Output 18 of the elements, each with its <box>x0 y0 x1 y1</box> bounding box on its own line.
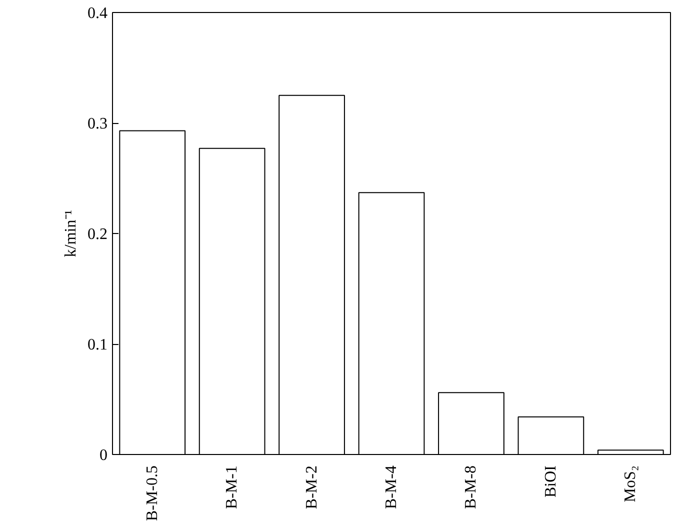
y-tick-label: 0.4 <box>88 5 108 22</box>
x-tick-label: B-M-2 <box>303 465 320 510</box>
x-tick-label: B-M-8 <box>462 465 480 510</box>
y-axis-title: k/min⁻¹ <box>62 210 80 258</box>
x-tick-label: B-M-1 <box>224 465 241 510</box>
y-tick-label: 0 <box>100 447 108 464</box>
bar <box>358 192 425 454</box>
bar <box>518 416 584 454</box>
x-tick-label: MoS₂ <box>622 466 640 502</box>
bar <box>198 148 266 454</box>
y-tick-label: 0.1 <box>88 336 108 354</box>
y-tick-label: 0.3 <box>88 116 108 132</box>
x-tick-label: BiOI <box>542 466 560 498</box>
bar <box>278 94 345 454</box>
y-tick-label: 0.2 <box>88 226 108 243</box>
bar <box>438 392 504 454</box>
x-tick-label: B-M-0.5 <box>144 465 161 522</box>
x-tick-label: B-M-4 <box>383 465 400 510</box>
